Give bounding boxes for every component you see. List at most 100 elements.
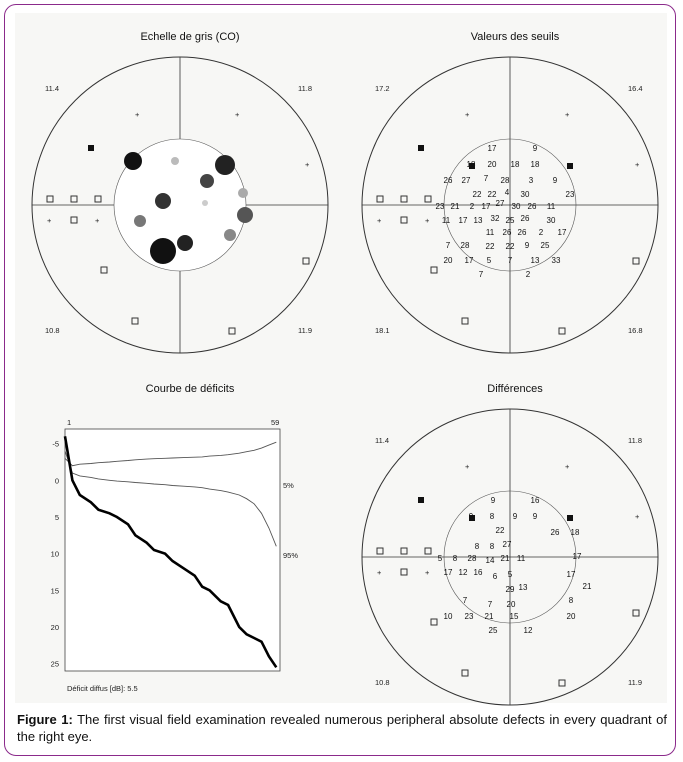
svg-text:+: + bbox=[305, 160, 310, 169]
threshold-value: 3 bbox=[529, 176, 534, 185]
thresholds-corner-tl: 17.2 bbox=[375, 84, 390, 93]
threshold-value: 17 bbox=[459, 216, 468, 225]
threshold-value: 2 bbox=[470, 202, 475, 211]
difference-value: 8 bbox=[569, 596, 574, 605]
difference-value: 15 bbox=[510, 612, 519, 621]
threshold-value: 26 bbox=[503, 228, 512, 237]
difference-value: 11 bbox=[517, 554, 526, 563]
figure-image: Echelle de gris (CO) bbox=[15, 13, 667, 706]
difference-value: 16 bbox=[474, 568, 483, 577]
threshold-value: 13 bbox=[531, 256, 540, 265]
difference-value: 17 bbox=[573, 552, 582, 561]
threshold-value: 13 bbox=[474, 216, 483, 225]
deficit-y-tick-label: 5 bbox=[55, 513, 59, 522]
threshold-value: 30 bbox=[512, 202, 521, 211]
deficit-footer: Déficit diffus [dB]: 5.5 bbox=[67, 684, 138, 693]
difference-value: 12 bbox=[459, 568, 468, 577]
deficit-line-5pct bbox=[64, 441, 277, 467]
threshold-value: 11 bbox=[547, 202, 556, 211]
difference-value: 29 bbox=[506, 585, 515, 594]
caption-text: The first visual field examination revea… bbox=[17, 712, 667, 744]
difference-value: 16 bbox=[531, 496, 540, 505]
difference-value: 5 bbox=[508, 570, 513, 579]
threshold-value: 26 bbox=[521, 214, 530, 223]
gray-scale-plot: + + + + + 11.4 11.8 10.8 11.9 bbox=[31, 56, 329, 354]
threshold-value: 7 bbox=[446, 241, 451, 250]
svg-text:+: + bbox=[95, 216, 100, 225]
differences-corner-tl: 11.4 bbox=[375, 436, 389, 445]
difference-value: 21 bbox=[485, 612, 494, 621]
difference-value: 20 bbox=[567, 612, 576, 621]
threshold-value: 9 bbox=[553, 176, 558, 185]
deficit-lines bbox=[63, 436, 278, 669]
threshold-value: 4 bbox=[505, 188, 510, 197]
thresholds-corner-br: 16.8 bbox=[628, 326, 643, 335]
figure-frame: Echelle de gris (CO) bbox=[4, 4, 676, 756]
difference-value: 5 bbox=[438, 554, 443, 563]
deficit-y-tick-label: 15 bbox=[51, 586, 59, 595]
deficit-y-ticks: -5 0 5 10 15 20 25 bbox=[51, 440, 59, 669]
threshold-value: 25 bbox=[506, 216, 515, 225]
difference-value: 26 bbox=[551, 528, 560, 537]
differences-plot: + + + + + 9 16 9 8 9 9 22 26 18 8 8 27 5 8 28 14 21 11 17 1… bbox=[361, 408, 659, 706]
svg-text:+: + bbox=[565, 462, 570, 471]
threshold-value: 17 bbox=[558, 228, 567, 237]
differences-panel-title: Différences bbox=[487, 383, 543, 395]
threshold-value: 22 bbox=[473, 190, 482, 199]
svg-text:+: + bbox=[635, 512, 640, 521]
difference-value: 21 bbox=[501, 554, 510, 563]
threshold-value: 27 bbox=[462, 176, 471, 185]
threshold-value: 22 bbox=[506, 242, 515, 251]
threshold-value: 23 bbox=[436, 202, 445, 211]
svg-text:+: + bbox=[47, 216, 52, 225]
svg-text:+: + bbox=[425, 216, 430, 225]
threshold-value: 18 bbox=[467, 160, 476, 169]
threshold-value: 20 bbox=[488, 160, 497, 169]
threshold-value: 28 bbox=[461, 241, 470, 250]
deficit-y-tick-label: -5 bbox=[52, 440, 59, 449]
threshold-value: 26 bbox=[528, 202, 537, 211]
threshold-value: 30 bbox=[521, 190, 530, 199]
threshold-value: 26 bbox=[518, 228, 527, 237]
deficit-x-start: 1 bbox=[67, 418, 71, 427]
threshold-value: 2 bbox=[539, 228, 544, 237]
differences-corner-br: 11.9 bbox=[628, 678, 642, 687]
threshold-value: 28 bbox=[501, 176, 510, 185]
difference-value: 8 bbox=[475, 542, 480, 551]
threshold-value: 23 bbox=[566, 190, 575, 199]
difference-value: 7 bbox=[488, 600, 493, 609]
difference-value: 13 bbox=[519, 583, 528, 592]
difference-value: 28 bbox=[468, 554, 477, 563]
deficit-band-95-label: 95% bbox=[283, 551, 298, 560]
svg-text:+: + bbox=[465, 462, 470, 471]
gray-corner-tr: 11.8 bbox=[298, 84, 312, 93]
difference-value: 18 bbox=[571, 528, 580, 537]
threshold-value: 17 bbox=[482, 202, 491, 211]
threshold-value: 17 bbox=[465, 256, 474, 265]
deficit-x-end: 59 bbox=[271, 418, 279, 427]
svg-text:+: + bbox=[465, 110, 470, 119]
threshold-value: 17 bbox=[488, 144, 497, 153]
caption-label: Figure 1: bbox=[17, 712, 73, 727]
difference-value: 7 bbox=[463, 596, 468, 605]
gray-corner-bl: 10.8 bbox=[45, 326, 60, 335]
differences-corner-tr: 11.8 bbox=[628, 436, 642, 445]
difference-value: 9 bbox=[513, 512, 518, 521]
threshold-value: 32 bbox=[491, 214, 500, 223]
thresholds-corner-tr: 16.4 bbox=[628, 84, 643, 93]
threshold-value: 27 bbox=[496, 199, 505, 208]
threshold-value: 30 bbox=[547, 216, 556, 225]
deficit-y-tick-label: 0 bbox=[55, 476, 59, 485]
thresholds-corner-bl: 18.1 bbox=[375, 326, 390, 335]
threshold-value: 21 bbox=[451, 202, 460, 211]
gray-blotches bbox=[124, 152, 253, 264]
difference-value: 10 bbox=[444, 612, 453, 621]
threshold-value: 22 bbox=[486, 242, 495, 251]
difference-value: 8 bbox=[453, 554, 458, 563]
threshold-value: 5 bbox=[487, 256, 492, 265]
deficit-line-patient bbox=[63, 436, 278, 669]
threshold-value: 2 bbox=[526, 270, 531, 279]
threshold-value: 22 bbox=[488, 190, 497, 199]
